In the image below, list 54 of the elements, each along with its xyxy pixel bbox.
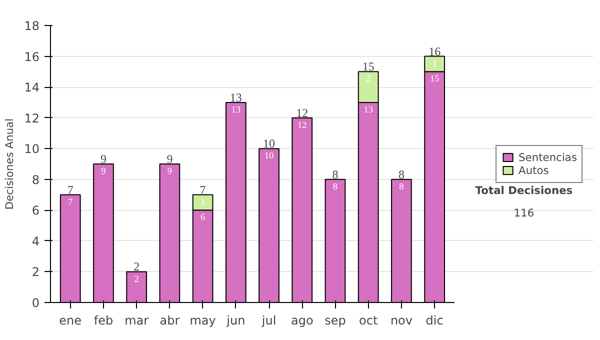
x-tick-label: ene [59,314,82,328]
y-tick-label: 12 [24,111,40,126]
data-label: 15 [430,74,440,85]
data-label: 8 [332,182,338,192]
total-label: 15 [362,60,374,74]
total-label: 2 [134,260,140,274]
y-tick-label: 8 [32,172,40,187]
total-label: 7 [200,182,206,197]
data-label: 7 [68,198,74,208]
x-tick-label: may [190,314,216,328]
x-tick-label: ago [290,314,314,328]
total-label: 10 [263,136,276,151]
y-tick-label: 16 [24,50,40,64]
legend-label: Autos [518,164,549,176]
data-label: 10 [264,152,274,162]
text: Total Decisiones [475,184,573,198]
legend-label: Sentencias [518,150,577,164]
total-label: 16 [428,44,441,58]
data-label: 1 [432,59,438,70]
data-label: 8 [399,182,404,192]
data-label: 2 [366,74,372,85]
x-tick-label: feb [94,314,114,328]
data-label: 13 [231,106,241,116]
x-tick-label: sep [324,314,346,328]
data-label: 9 [167,167,172,178]
total-label: 9 [166,152,173,166]
x-tick-label: jul [260,314,276,328]
data-label: 1 [200,198,206,208]
y-tick-label: 18 [24,19,40,33]
y-tick-label: 0 [32,296,40,310]
x-tick-label: nov [390,314,412,328]
y-tick-label: 6 [32,204,40,218]
y-tick-label: 2 [32,265,40,280]
total-label: 8 [332,167,338,182]
data-label: 2 [134,274,140,285]
y-axis-title: Decisiones Anual [3,118,16,210]
x-tick-label: dic [426,314,444,328]
y-tick-label: 14 [24,80,40,95]
data-label: 9 [101,167,106,178]
y-tick-label: 10 [24,142,40,156]
total-label: 8 [398,167,404,182]
total-label: 12 [296,106,308,120]
data-label: 6 [200,213,206,224]
text: 116 [514,206,534,220]
data-label: 12 [297,120,308,131]
total-label: 9 [100,152,106,166]
y-tick-label: 4 [32,234,40,248]
total-label: 13 [230,90,242,104]
x-tick-label: oct [359,314,378,328]
total-label: 7 [67,182,74,197]
x-tick-label: jun [226,314,246,328]
x-tick-label: mar [124,314,149,328]
x-tick-label: abr [160,314,180,328]
data-label: 13 [364,106,374,116]
